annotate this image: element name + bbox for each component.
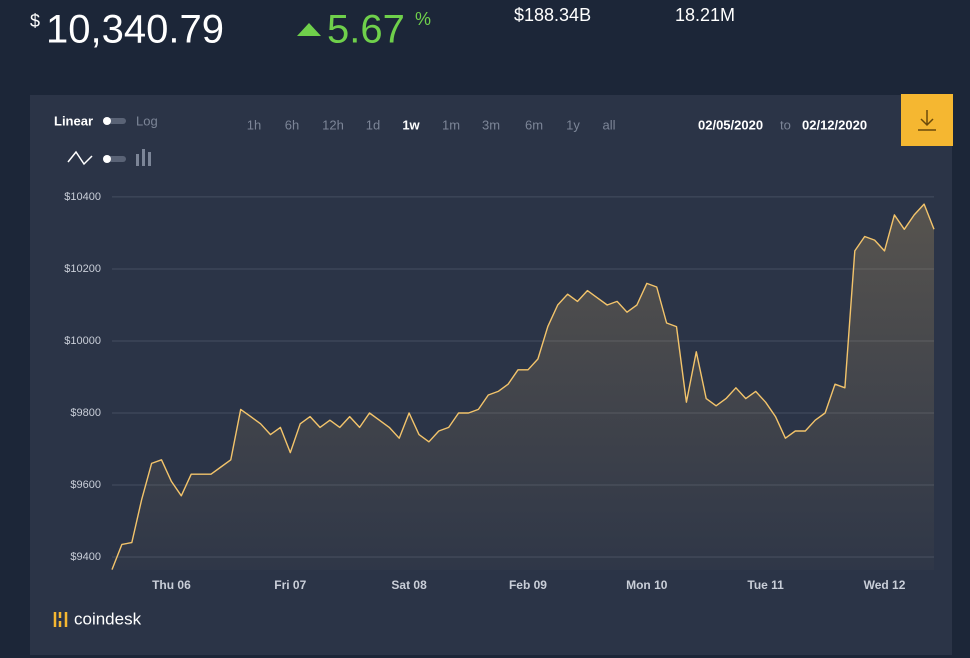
range-button[interactable]: 12h bbox=[322, 117, 344, 132]
currency-symbol: $ bbox=[30, 11, 40, 31]
x-tick-label: Wed 12 bbox=[864, 578, 906, 592]
date-separator: to bbox=[780, 117, 791, 132]
change-unit: % bbox=[415, 9, 431, 29]
date-to[interactable]: 02/12/2020 bbox=[802, 117, 867, 132]
y-tick-label: $10400 bbox=[64, 191, 101, 203]
y-tick-label: $9400 bbox=[70, 551, 101, 563]
date-from[interactable]: 02/05/2020 bbox=[698, 117, 763, 132]
y-tick-label: $9800 bbox=[70, 407, 101, 419]
download-icon bbox=[918, 110, 936, 131]
y-tick-label: $10200 bbox=[64, 263, 101, 275]
chart-panel bbox=[30, 95, 952, 655]
range-button[interactable]: 3m bbox=[482, 117, 500, 132]
range-button[interactable]: 6m bbox=[525, 117, 543, 132]
range-button[interactable]: all bbox=[602, 117, 615, 132]
scale-linear[interactable]: Linear bbox=[54, 113, 93, 128]
range-button[interactable]: 1m bbox=[442, 117, 460, 132]
market-cap: $188.34B bbox=[514, 5, 591, 25]
bar-icon[interactable] bbox=[136, 149, 151, 166]
y-tick-label: $10000 bbox=[64, 335, 101, 347]
x-tick-label: Mon 10 bbox=[626, 578, 668, 592]
line-icon[interactable] bbox=[67, 150, 93, 166]
range-selector: 1h 6h 12h 1d 1w 1m 3m 6m 1y all bbox=[247, 117, 616, 132]
y-tick-label: $9600 bbox=[70, 479, 101, 491]
plot: $9400 $9600 $9800 $10000 $10200 $10400 Thu 06 F… bbox=[64, 191, 935, 592]
logo-icon bbox=[53, 612, 68, 627]
x-tick-label: Thu 06 bbox=[152, 578, 191, 592]
x-tick-label: Feb 09 bbox=[509, 578, 547, 592]
range-button[interactable]: 1y bbox=[566, 117, 580, 132]
scale-log[interactable]: Log bbox=[136, 113, 158, 128]
range-button[interactable]: 1d bbox=[366, 117, 380, 132]
x-tick-label: Tue 11 bbox=[747, 578, 784, 592]
up-arrow bbox=[297, 23, 321, 36]
x-tick-label: Sat 08 bbox=[391, 578, 427, 592]
change: 5.67 bbox=[327, 8, 405, 52]
range-button[interactable]: 1h bbox=[247, 117, 261, 132]
range-button[interactable]: 1w bbox=[402, 117, 420, 132]
toggle-knob bbox=[103, 155, 111, 163]
logo-text: coindesk bbox=[74, 609, 142, 628]
supply: 18.21M bbox=[675, 5, 735, 25]
price-line bbox=[111, 203, 935, 570]
price: 10,340.79 bbox=[46, 8, 224, 52]
range-button[interactable]: 6h bbox=[285, 117, 299, 132]
x-tick-label: Fri 07 bbox=[274, 578, 306, 592]
area bbox=[112, 204, 934, 570]
toggle-knob bbox=[103, 117, 111, 125]
